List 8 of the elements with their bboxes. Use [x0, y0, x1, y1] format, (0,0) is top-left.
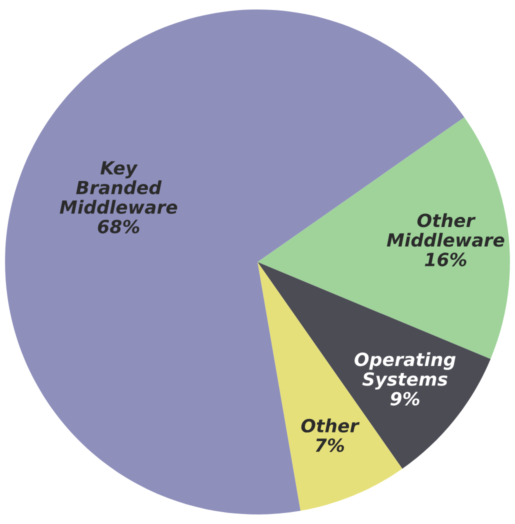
- data-label: 9%: [390, 392, 420, 406]
- data-label: 7%: [316, 438, 344, 452]
- slice-label: Other Middleware: [386, 213, 504, 247]
- data-label: 16%: [424, 252, 466, 266]
- slice-label: Operating Systems: [354, 352, 456, 390]
- slice-label: Key Branded Middleware: [60, 161, 178, 214]
- slice-label: Other: [301, 418, 360, 433]
- data-label: 68%: [98, 220, 140, 234]
